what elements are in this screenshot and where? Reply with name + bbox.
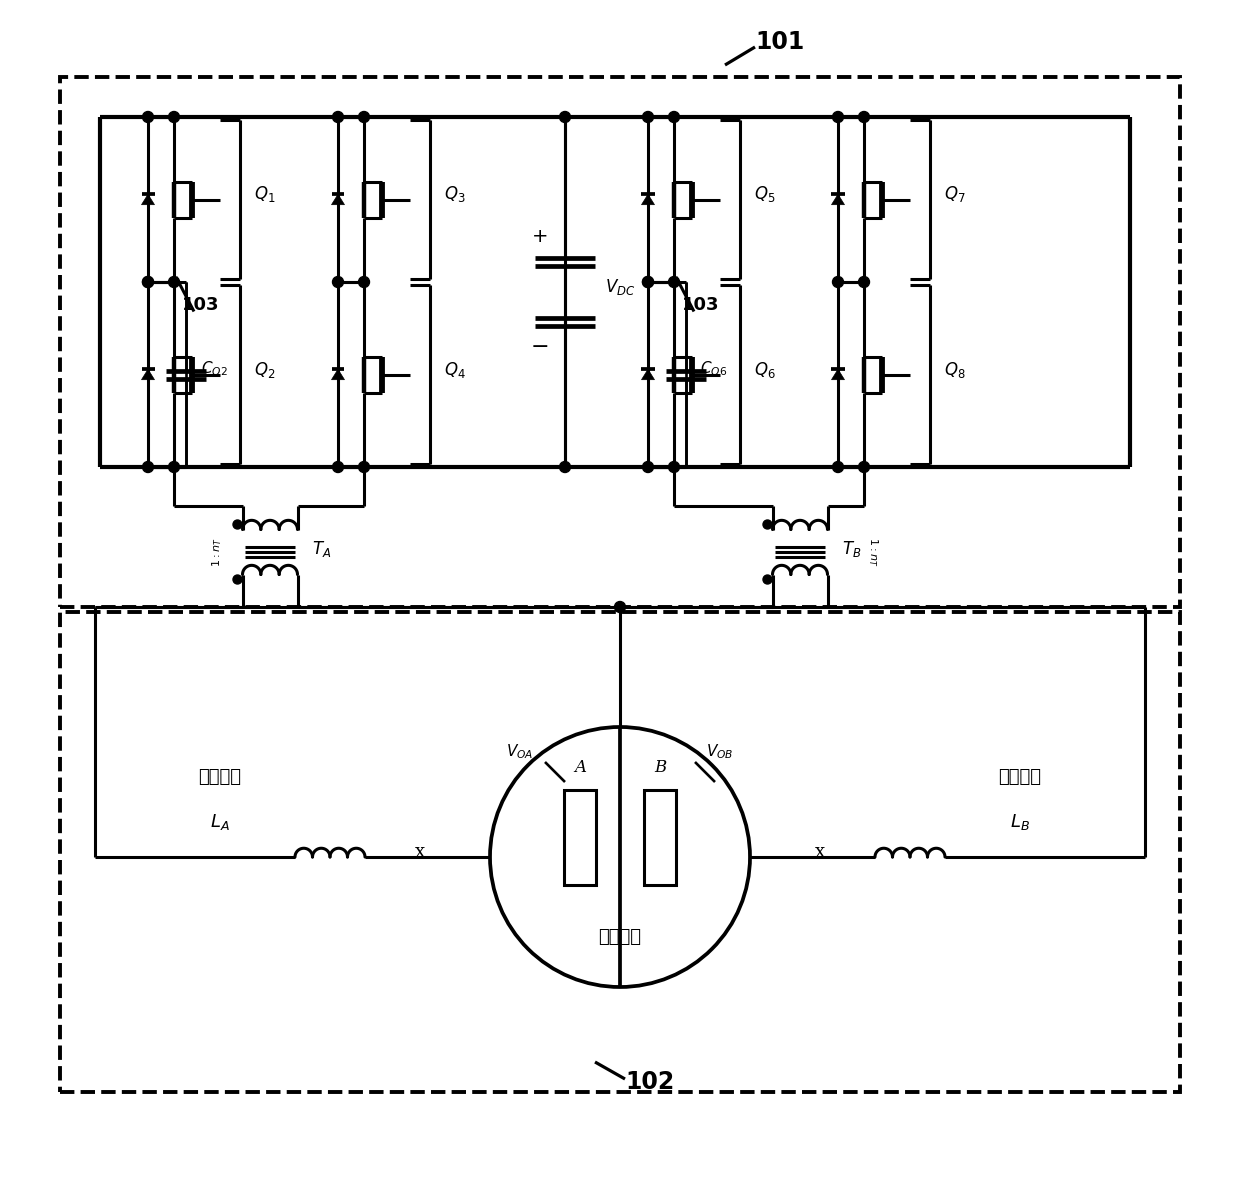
Text: 103: 103 [682,295,719,313]
Polygon shape [641,370,655,380]
Circle shape [668,461,680,472]
Polygon shape [141,194,155,205]
Circle shape [143,461,154,472]
Circle shape [358,112,370,122]
Circle shape [642,277,653,287]
Circle shape [832,277,843,287]
Circle shape [143,112,154,122]
Text: $Q_{3}$: $Q_{3}$ [444,185,466,205]
Text: 103: 103 [182,295,219,313]
Text: $V_{OB}$: $V_{OB}$ [707,743,734,762]
Circle shape [763,576,773,584]
Circle shape [233,576,242,584]
Text: 101: 101 [755,29,805,54]
Text: 102: 102 [625,1070,675,1093]
Text: 压电设备: 压电设备 [599,927,641,946]
Circle shape [490,727,750,988]
Polygon shape [331,370,345,380]
Polygon shape [832,370,844,380]
Circle shape [858,277,869,287]
Text: $Q_{1}$: $Q_{1}$ [254,185,275,205]
Text: x: x [815,843,825,862]
Text: B: B [653,758,666,776]
Text: +: + [532,227,548,246]
Circle shape [642,461,653,472]
Circle shape [332,112,343,122]
Circle shape [559,461,570,472]
Polygon shape [141,370,155,380]
Circle shape [642,112,653,122]
Circle shape [858,461,869,472]
Text: $C_{Q2}$: $C_{Q2}$ [201,360,227,379]
Text: 匹配电感: 匹配电感 [198,769,242,786]
Text: $1:n_T$: $1:n_T$ [211,537,224,566]
Text: x: x [415,843,425,862]
Text: −: − [531,337,549,357]
Circle shape [763,520,773,528]
Polygon shape [832,194,844,205]
Text: $V_{DC}$: $V_{DC}$ [605,277,635,297]
Circle shape [233,520,242,528]
Bar [60,77,1180,607]
Circle shape [668,112,680,122]
Circle shape [642,277,653,287]
Circle shape [858,112,869,122]
Text: $C_{Q6}$: $C_{Q6}$ [701,360,728,379]
Polygon shape [641,194,655,205]
Circle shape [169,461,180,472]
Text: $Q_{7}$: $Q_{7}$ [944,185,966,205]
Text: A: A [574,758,587,776]
Bar [644,790,676,884]
Text: $Q_{6}$: $Q_{6}$ [754,359,776,379]
Text: 匹配电感: 匹配电感 [998,769,1042,786]
Circle shape [559,112,570,122]
Text: $Q_{2}$: $Q_{2}$ [254,359,275,379]
Circle shape [332,461,343,472]
Circle shape [358,461,370,472]
Bar [564,790,596,884]
Circle shape [832,112,843,122]
Circle shape [615,601,625,612]
Text: $1:n_T$: $1:n_T$ [866,537,879,566]
Circle shape [169,277,180,287]
Polygon shape [331,194,345,205]
Circle shape [832,461,843,472]
Bar [60,612,1180,1092]
Circle shape [668,277,680,287]
Circle shape [143,277,154,287]
Text: $L_A$: $L_A$ [210,812,229,832]
Text: $T_{A}$: $T_{A}$ [312,539,332,559]
Text: $L_B$: $L_B$ [1011,812,1030,832]
Text: $Q_{4}$: $Q_{4}$ [444,359,466,379]
Circle shape [169,112,180,122]
Circle shape [358,277,370,287]
Text: $Q_{8}$: $Q_{8}$ [944,359,966,379]
Text: $Q_{5}$: $Q_{5}$ [754,185,776,205]
Circle shape [332,277,343,287]
Text: $V_{OA}$: $V_{OA}$ [506,743,533,762]
Text: $T_{B}$: $T_{B}$ [842,539,862,559]
Circle shape [143,277,154,287]
